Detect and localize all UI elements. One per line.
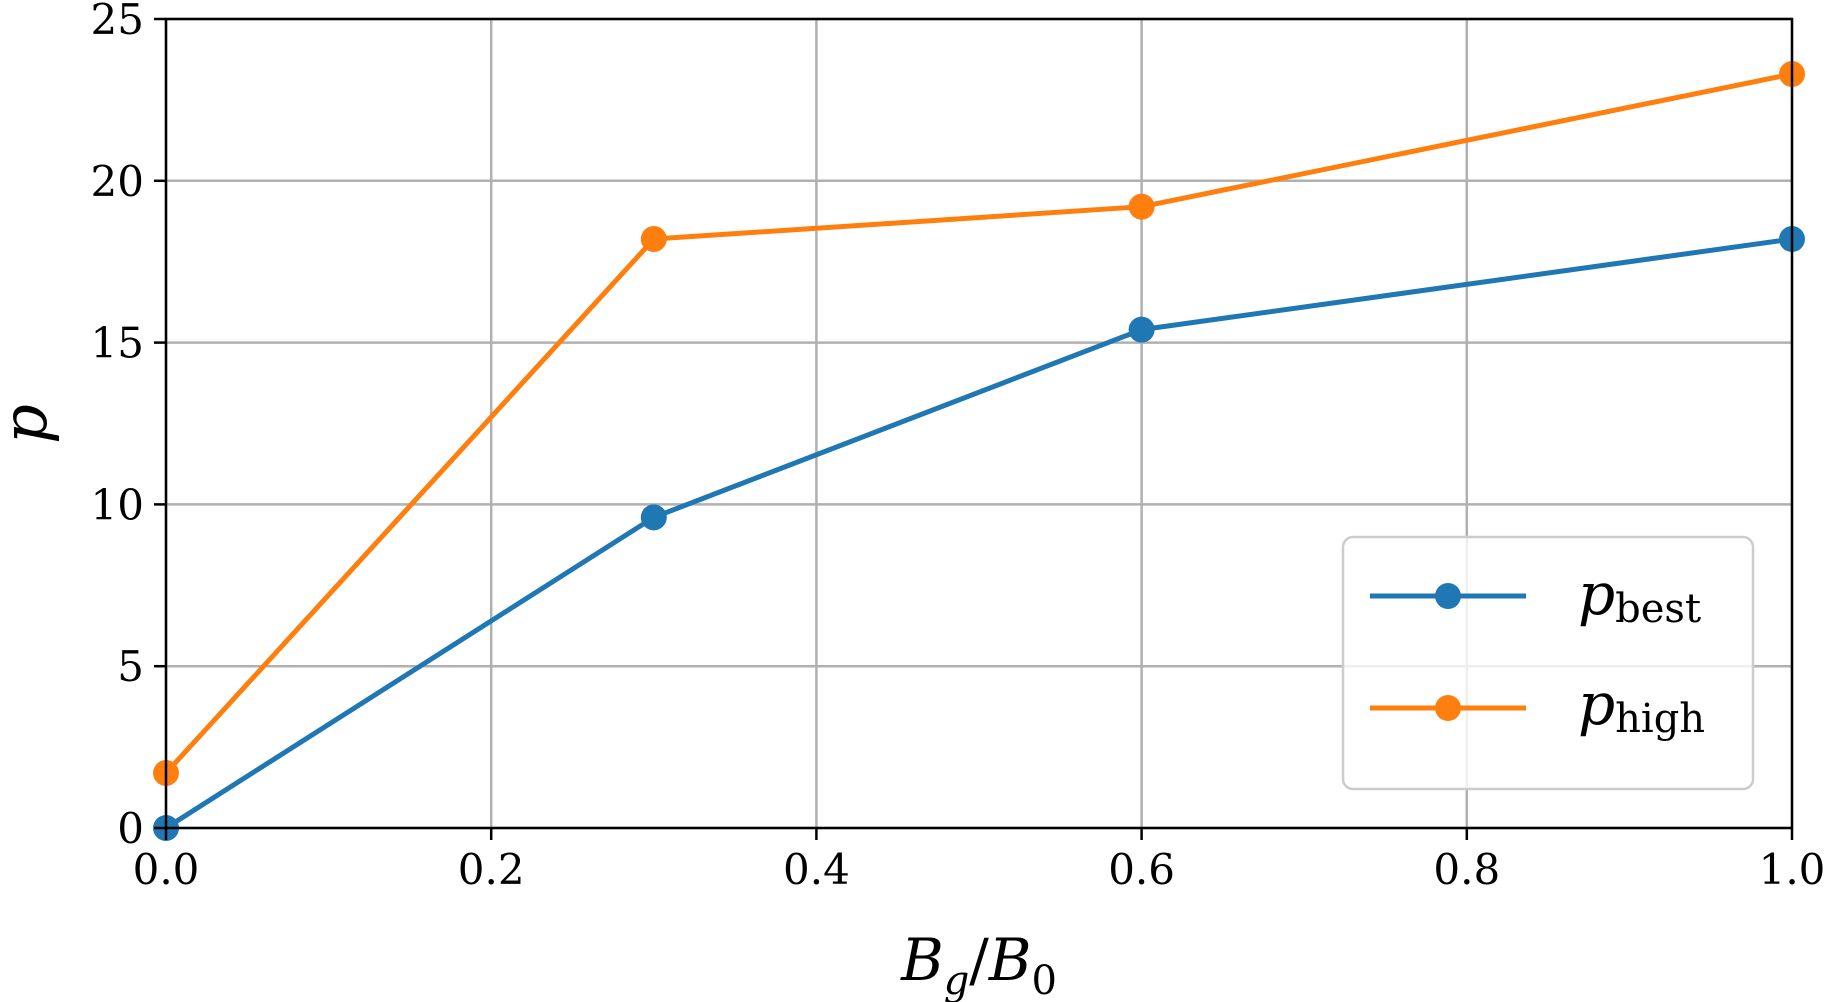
x-axis-label-main2: B xyxy=(988,926,1032,994)
data-point-best xyxy=(640,504,667,531)
x-axis-label-main: B xyxy=(900,926,944,994)
x-axis-label-sep: / xyxy=(969,926,989,994)
legend-label-best: pbest xyxy=(1578,560,1701,632)
plot-frame xyxy=(164,17,1794,830)
data-point-best xyxy=(1128,316,1155,343)
x-tick-label: 0.8 xyxy=(1433,845,1500,894)
legend-label-best-sub: best xyxy=(1615,586,1701,632)
y-tick-label: 15 xyxy=(91,319,144,368)
data-point-high xyxy=(640,226,667,253)
x-axis-label: Bg/B0 xyxy=(900,926,1057,1002)
y-tick-label: 0 xyxy=(117,804,144,853)
legend-label-high: phigh xyxy=(1578,670,1705,742)
y-tick-label: 5 xyxy=(117,642,144,691)
legend-marker-high xyxy=(1435,695,1461,721)
legend-label-best-main: p xyxy=(1578,560,1615,628)
series-line-high xyxy=(164,71,1793,775)
data-point-high xyxy=(1128,193,1155,220)
series-group xyxy=(153,61,1805,841)
x-axis-label-sub2: 0 xyxy=(1031,958,1056,1002)
y-tick-label: 25 xyxy=(91,0,144,44)
y-axis-label: p xyxy=(0,404,61,444)
legend: pbest phigh xyxy=(1341,535,1755,791)
x-tick-label: 1.0 xyxy=(1759,845,1826,894)
x-axis-label-sub: g xyxy=(944,958,970,1002)
legend-label-high-main: p xyxy=(1578,670,1615,738)
series-line-best xyxy=(164,236,1793,831)
x-tick-label: 0.4 xyxy=(783,845,850,894)
x-tick-label: 0.0 xyxy=(133,845,200,894)
x-tick-label: 0.2 xyxy=(458,845,525,894)
legend-box xyxy=(1341,535,1755,791)
ticks: 0.0 0.2 0.4 0.6 0.8 1.0 0 5 10 15 20 25 xyxy=(91,0,1826,894)
legend-marker-best xyxy=(1435,583,1461,609)
y-tick-label: 10 xyxy=(91,480,144,529)
y-tick-label: 20 xyxy=(91,157,144,206)
x-tick-label: 0.6 xyxy=(1108,845,1175,894)
legend-label-high-sub: high xyxy=(1615,696,1705,742)
